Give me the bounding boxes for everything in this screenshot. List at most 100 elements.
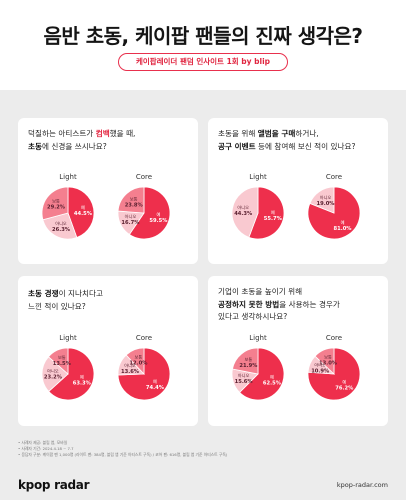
pie-slice (48, 347, 95, 401)
slice-label: 아니오 (47, 368, 59, 375)
question-bold: 초동 경쟁 (28, 289, 59, 298)
pie-title: Light (59, 173, 77, 181)
slice-label: 보통 (324, 355, 332, 360)
pie-title: Core (326, 173, 342, 181)
subtitle-badge: 케이팝레이더 팬덤 인사이트 1회 by blip (118, 53, 288, 71)
pie-slice (41, 186, 69, 221)
site-url: kpop-radar.com (336, 481, 388, 489)
slice-value: 62.5% (263, 380, 282, 386)
slice-value: 63.3% (73, 381, 92, 387)
slice-label: 아니오 (125, 213, 137, 220)
slice-value: 23.8% (125, 202, 144, 208)
footnote: • 사례자 제공: 블립 앱, 모바일 (18, 440, 68, 445)
question-card-1: 덕질하는 아티스트가 컴백했을 때, 초동에 신경을 쓰시나요? (18, 118, 198, 264)
pie-slice (117, 347, 171, 401)
footnotes: • 사례자 제공: 블립 앱, 모바일 • 사례자 기간: 2024.4.18 … (18, 440, 227, 458)
pie-slice (47, 347, 69, 375)
slice-label: 예 (153, 379, 157, 385)
pie-title: Core (136, 334, 152, 342)
slice-value: 29.2% (47, 204, 66, 210)
kpop-radar-logo: kpop radar (18, 478, 90, 492)
slice-value: 13.6% (121, 369, 140, 375)
footnote: • 응답자 구분: 케이팝 팬 1,000명 (라이트 팬: 384명, 블립 … (18, 452, 228, 457)
slice-value: 74.4% (146, 385, 165, 391)
slice-label: 아니오 (55, 220, 67, 227)
slice-label: 예 (81, 205, 85, 211)
slice-value: 19.0% (317, 201, 336, 207)
question-card-4: 기업이 초동을 높이기 위해 공정하지 못한 방법을 사용하는 경우가 있다고 … (208, 276, 388, 426)
slice-label: 보통 (130, 196, 138, 201)
question-bold: 공정하지 못한 방법 (218, 299, 280, 309)
slice-label: 예 (341, 220, 345, 226)
slice-label: 아니오 (314, 362, 326, 369)
slice-label: 아니오 (238, 372, 250, 379)
pie-slice (232, 347, 259, 375)
slice-label: 예 (270, 374, 274, 380)
slice-value: 13.5% (53, 361, 72, 367)
slice-label: 아니오 (237, 204, 249, 211)
pie-slice (231, 186, 259, 238)
slice-label: 보통 (135, 355, 143, 360)
slice-label: 보통 (58, 355, 66, 360)
question-card-2: 초동을 위해 앨범을 구매하거나, 공구 이벤트 등에 참여해 보신 적이 있나… (208, 118, 388, 264)
pie-title: Core (136, 173, 152, 181)
slice-value: 10.9% (311, 369, 330, 375)
slice-value: 15.6% (235, 379, 254, 385)
pie-slice (67, 186, 95, 238)
slice-label: 보통 (52, 198, 60, 203)
slice-label: 아니오 (124, 362, 136, 369)
slice-value: 81.0% (334, 226, 353, 232)
question-text: 기업이 초동을 높이기 위해 공정하지 못한 방법을 사용하는 경우가 있다고 … (218, 287, 340, 321)
header: 음반 초동, 케이팝 팬들의 진짜 생각은? 케이팝레이더 팬덤 인사이트 1회… (0, 0, 406, 90)
slice-value: 21.9% (239, 363, 258, 369)
pie-title: Light (249, 173, 267, 181)
slice-value: 12.0% (129, 361, 148, 367)
slice-label: 예 (156, 212, 160, 218)
question-card-3: 초동 경쟁이 지나치다고 느낀 적이 있나요? (18, 276, 198, 426)
pie-slice (309, 186, 335, 214)
slice-label: 예 (342, 380, 346, 386)
pie-slice (239, 347, 285, 401)
pie-title: Light (59, 334, 77, 342)
footer (0, 472, 406, 500)
slice-value: 55.7% (264, 216, 283, 222)
slice-label: 예 (80, 375, 84, 381)
pie-slice (128, 186, 171, 240)
question-bold: 공구 이벤트 (218, 141, 256, 151)
footnote: • 사례자 기간: 2024.4.18 ~ 7.7 (18, 446, 74, 451)
slice-value: 26.3% (52, 227, 71, 233)
question-bold: 초동 (28, 141, 42, 151)
slice-label: 아니오 (320, 194, 332, 201)
page-title: 음반 초동, 케이팝 팬들의 진짜 생각은? (43, 24, 363, 48)
slice-value: 16.7% (121, 220, 140, 226)
pie-slice (314, 347, 335, 375)
slice-value: 59.5% (149, 218, 168, 224)
slice-value: 23.2% (44, 375, 63, 381)
question-highlight: 컴백 (95, 129, 110, 138)
pie-slice (125, 347, 145, 376)
slice-value: 13.0% (319, 361, 338, 367)
slice-value: 44.5% (74, 211, 93, 217)
pie-title: Core (326, 334, 342, 342)
question-text: 초동을 위해 앨범을 구매하거나, 공구 이벤트 등에 참여해 보신 적이 있나… (218, 129, 356, 151)
slice-label: 보통 (245, 357, 253, 362)
slice-value: 76.2% (335, 386, 354, 392)
pie-slice (248, 186, 285, 240)
question-text: 덕질하는 아티스트가 컴백했을 때, 초동에 신경을 쓰시나요? (28, 129, 136, 151)
slice-label: 예 (271, 210, 275, 216)
slice-value: 44.3% (234, 211, 253, 217)
pie-title: Light (249, 334, 267, 342)
question-text: 초동 경쟁이 지나치다고 느낀 적이 있나요? (28, 289, 103, 311)
question-bold: 앨범을 구매 (257, 129, 296, 138)
pie-slice (117, 186, 145, 214)
pie-slice (41, 356, 69, 393)
